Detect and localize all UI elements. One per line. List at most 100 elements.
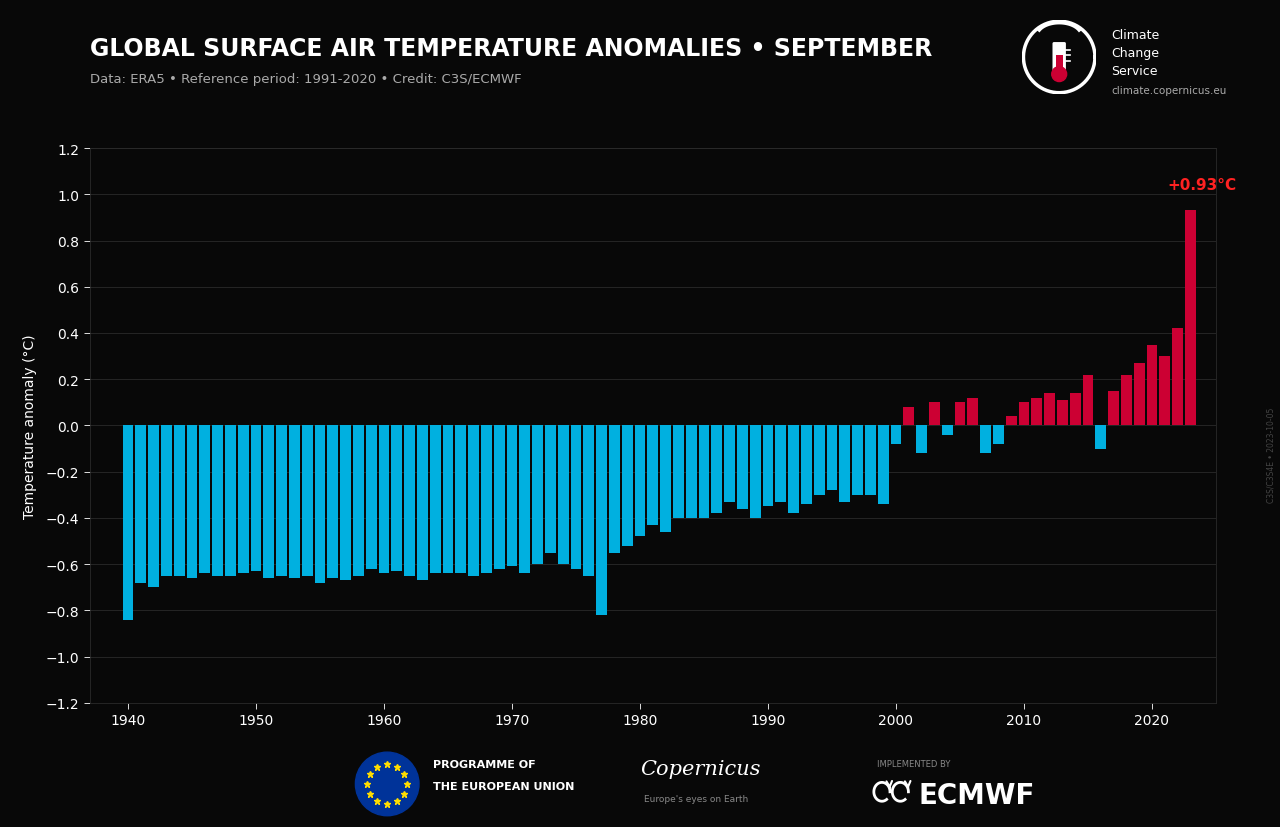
Circle shape — [356, 753, 419, 815]
Bar — [481, 426, 492, 574]
Bar — [852, 426, 863, 495]
Bar — [443, 426, 453, 574]
Bar — [904, 408, 914, 426]
Bar — [648, 426, 658, 525]
Bar — [532, 426, 543, 564]
Bar — [763, 426, 773, 507]
Bar — [302, 426, 312, 576]
Bar — [1044, 394, 1055, 426]
Bar — [456, 426, 466, 574]
Bar — [891, 426, 901, 444]
Bar — [212, 426, 223, 576]
Bar — [1083, 375, 1093, 426]
Bar — [865, 426, 876, 495]
Bar — [520, 426, 530, 574]
Bar — [955, 403, 965, 426]
Circle shape — [1052, 68, 1066, 83]
Bar — [417, 426, 428, 581]
Bar — [161, 426, 172, 576]
Bar — [776, 426, 786, 502]
Bar — [187, 426, 197, 578]
Text: GLOBAL SURFACE AIR TEMPERATURE ANOMALIES • SEPTEMBER: GLOBAL SURFACE AIR TEMPERATURE ANOMALIES… — [90, 37, 932, 61]
Bar — [545, 426, 556, 553]
Bar — [1147, 345, 1157, 426]
Bar — [635, 426, 645, 537]
Text: Climate
Change
Service: Climate Change Service — [1111, 29, 1160, 78]
Bar — [827, 426, 837, 490]
Bar — [1057, 400, 1068, 426]
Bar — [750, 426, 760, 519]
Bar — [353, 426, 364, 576]
Bar — [993, 426, 1004, 444]
Bar — [596, 426, 607, 615]
Bar — [609, 426, 620, 553]
Bar — [840, 426, 850, 502]
Text: PROGRAMME OF: PROGRAMME OF — [433, 759, 535, 769]
Bar — [660, 426, 671, 532]
Text: Copernicus: Copernicus — [640, 759, 760, 778]
Bar — [264, 426, 274, 578]
Bar — [1019, 403, 1029, 426]
Bar — [379, 426, 389, 574]
Text: +0.93°C: +0.93°C — [1167, 178, 1236, 193]
Bar — [123, 426, 133, 620]
Bar — [1070, 394, 1080, 426]
Bar — [200, 426, 210, 574]
Bar — [699, 426, 709, 519]
Bar — [251, 426, 261, 571]
Bar — [1006, 417, 1016, 426]
Text: IMPLEMENTED BY: IMPLEMENTED BY — [877, 759, 950, 768]
Text: Data: ERA5 • Reference period: 1991-2020 • Credit: C3S/ECMWF: Data: ERA5 • Reference period: 1991-2020… — [90, 73, 521, 86]
Bar — [392, 426, 402, 571]
Bar — [916, 426, 927, 453]
Bar — [238, 426, 248, 574]
Bar — [571, 426, 581, 569]
Bar — [507, 426, 517, 566]
Bar — [788, 426, 799, 514]
Bar — [1160, 356, 1170, 426]
Bar — [1121, 375, 1132, 426]
Bar — [315, 426, 325, 583]
Bar — [686, 426, 696, 519]
Text: THE EUROPEAN UNION: THE EUROPEAN UNION — [433, 782, 573, 791]
Bar — [136, 426, 146, 583]
Bar — [801, 426, 812, 504]
Text: climate.copernicus.eu: climate.copernicus.eu — [1111, 86, 1226, 96]
Bar — [878, 426, 888, 504]
Bar — [584, 426, 594, 576]
Bar — [404, 426, 415, 576]
Bar — [289, 426, 300, 578]
Bar — [942, 426, 952, 435]
Bar — [328, 426, 338, 578]
Bar — [673, 426, 684, 519]
Bar — [225, 426, 236, 576]
Bar — [712, 426, 722, 514]
Text: ECMWF: ECMWF — [919, 781, 1036, 809]
FancyBboxPatch shape — [1052, 43, 1066, 74]
Bar — [737, 426, 748, 509]
Bar — [340, 426, 351, 581]
Bar — [430, 426, 440, 574]
FancyBboxPatch shape — [1056, 56, 1062, 75]
Bar — [366, 426, 376, 569]
Bar — [494, 426, 504, 569]
Bar — [1096, 426, 1106, 449]
Bar — [724, 426, 735, 502]
Bar — [1032, 398, 1042, 426]
Bar — [276, 426, 287, 576]
Bar — [468, 426, 479, 576]
Bar — [1108, 391, 1119, 426]
Bar — [814, 426, 824, 495]
Bar — [1172, 329, 1183, 426]
Bar — [148, 426, 159, 587]
Text: Europe's eyes on Earth: Europe's eyes on Earth — [644, 794, 748, 803]
Bar — [622, 426, 632, 546]
Bar — [968, 398, 978, 426]
Y-axis label: Temperature anomaly (°C): Temperature anomaly (°C) — [23, 334, 37, 518]
Bar — [1134, 364, 1144, 426]
Text: C3S/C3S4E • 2023-10-05: C3S/C3S4E • 2023-10-05 — [1266, 407, 1276, 503]
Bar — [174, 426, 184, 576]
Bar — [558, 426, 568, 564]
Bar — [1185, 211, 1196, 426]
Bar — [980, 426, 991, 453]
